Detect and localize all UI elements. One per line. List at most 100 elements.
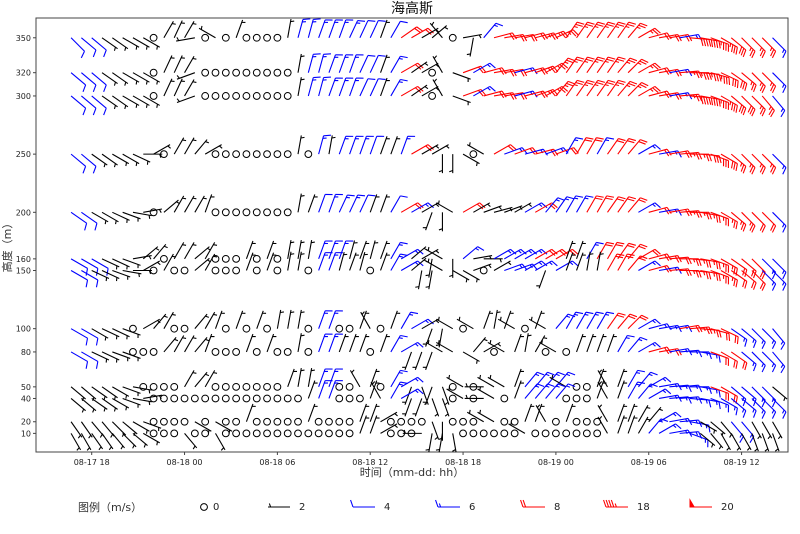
barb-full xyxy=(654,202,661,209)
barb-staff xyxy=(658,33,678,39)
wind-barb xyxy=(359,240,370,260)
barb-staff xyxy=(318,194,326,213)
barb-staff xyxy=(730,153,747,167)
barb-full xyxy=(415,64,422,70)
wind-barb xyxy=(730,421,744,443)
barb-half xyxy=(729,43,732,48)
barb-staff xyxy=(328,252,336,271)
barb-full xyxy=(95,279,99,288)
barb-half xyxy=(652,203,656,207)
barb-full xyxy=(736,80,739,89)
barb-staff xyxy=(648,265,668,272)
barb-half xyxy=(496,311,501,314)
barb-full xyxy=(367,20,376,22)
calm-circle xyxy=(200,503,208,511)
barb-full xyxy=(606,81,614,86)
wind-barb xyxy=(400,26,424,39)
barb-staff xyxy=(163,311,174,329)
barb-full xyxy=(742,279,746,288)
barb-full xyxy=(771,167,777,175)
wind-barb xyxy=(751,270,766,291)
barb-full xyxy=(84,223,88,231)
calm-circle xyxy=(221,394,230,403)
barb-staff xyxy=(514,147,533,155)
calm-circle xyxy=(242,394,251,403)
barb-staff xyxy=(143,394,163,400)
barb-staff xyxy=(369,55,379,73)
calm-circle xyxy=(552,429,560,438)
barb-full xyxy=(718,215,721,224)
calm-circle xyxy=(232,254,241,263)
barb-full xyxy=(687,69,693,77)
calm-circle xyxy=(252,417,261,426)
wind-barb xyxy=(400,388,424,399)
barb-half xyxy=(652,320,656,324)
barb-staff xyxy=(429,22,443,39)
barb-staff xyxy=(638,202,656,213)
wind-barb xyxy=(380,19,390,38)
wind-barb xyxy=(772,328,786,350)
barb-staff xyxy=(772,258,787,273)
barb-staff xyxy=(576,333,584,353)
barb-half xyxy=(510,421,512,426)
barb-full xyxy=(103,84,107,93)
barb-full xyxy=(742,410,747,418)
wind-barb xyxy=(380,252,390,271)
calm-circle xyxy=(283,208,292,217)
barb-full xyxy=(770,165,775,173)
wind-barb xyxy=(390,78,408,97)
wind-barb xyxy=(91,433,104,451)
wind-barb xyxy=(91,328,109,341)
calm-circle xyxy=(201,92,210,100)
wind-barb xyxy=(638,144,661,155)
wind-barb xyxy=(596,241,615,260)
barb-staff xyxy=(436,202,454,213)
wind-barb xyxy=(576,195,594,213)
barb-half xyxy=(192,372,197,374)
wind-barb xyxy=(184,335,197,353)
calm-circle xyxy=(252,33,261,42)
barb-staff xyxy=(360,311,371,329)
barb-staff xyxy=(452,95,471,103)
wind-barb xyxy=(421,202,440,213)
barb-staff xyxy=(204,370,216,388)
barb-staff xyxy=(390,381,401,399)
barb-staff xyxy=(369,136,378,155)
wind-barb xyxy=(390,253,408,271)
barb-staff xyxy=(338,19,347,38)
wind-barb xyxy=(70,328,89,346)
barb-half xyxy=(742,408,745,413)
barb-half xyxy=(448,374,451,379)
barb-full xyxy=(417,62,424,69)
barb-half xyxy=(425,448,430,451)
wind-barb xyxy=(173,78,185,97)
barb-staff xyxy=(504,33,524,39)
barb-staff xyxy=(586,21,599,39)
wind-barb xyxy=(338,333,349,353)
barb-full xyxy=(652,29,659,35)
calm-circle xyxy=(232,68,241,77)
wind-barb xyxy=(669,150,693,159)
wind-barb xyxy=(700,397,721,410)
barb-staff xyxy=(534,383,548,399)
wind-barb xyxy=(700,258,721,270)
wind-barb xyxy=(607,21,626,39)
barb-staff xyxy=(535,88,554,97)
legend-label: 0 xyxy=(213,502,219,513)
wind-barb xyxy=(432,55,443,73)
wind-barb xyxy=(70,433,82,451)
barb-full xyxy=(585,58,594,62)
wind-barb xyxy=(359,415,370,434)
barb-staff xyxy=(487,341,505,353)
barb-half xyxy=(759,82,763,87)
barb-staff xyxy=(751,95,766,110)
wind-barb xyxy=(534,248,558,260)
wind-barb xyxy=(514,368,524,388)
barb-full xyxy=(695,258,700,267)
barb-half xyxy=(650,88,654,92)
wind-barb xyxy=(607,312,626,329)
barb-full xyxy=(417,202,424,209)
barb-staff xyxy=(112,386,130,397)
wind-barb xyxy=(617,242,636,260)
